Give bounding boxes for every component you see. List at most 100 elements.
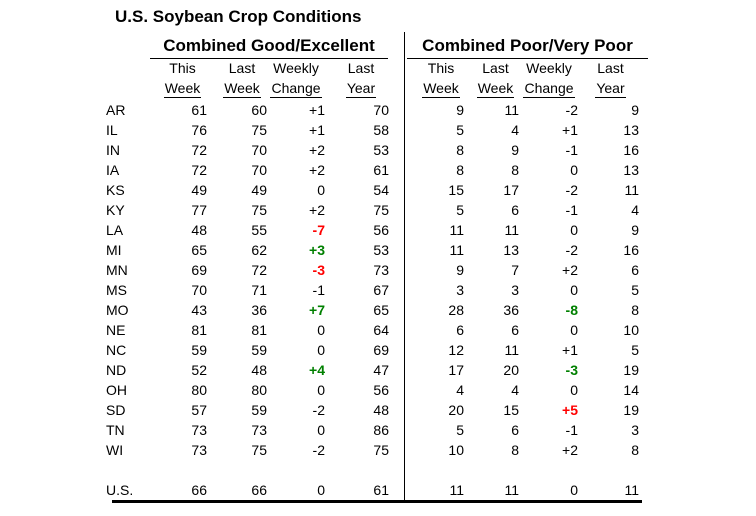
cell-poor-very-poor-weekly-change: +5 bbox=[562, 402, 578, 418]
cell-poor-very-poor-weekly-change: +2 bbox=[562, 442, 578, 458]
cell-good-excellent-last-year: 56 bbox=[373, 222, 389, 238]
cell-state-label: U.S. bbox=[106, 482, 134, 498]
cell-good-excellent-last-week: 71 bbox=[251, 282, 267, 298]
cell-good-excellent-weekly-change: +2 bbox=[309, 142, 325, 158]
col-header-pv-week2: Week bbox=[472, 79, 519, 98]
cell-poor-very-poor-this-week: 11 bbox=[449, 222, 464, 238]
cell-poor-very-poor-last-year: 13 bbox=[623, 122, 639, 138]
col-header-ge-week2-label: Week bbox=[223, 80, 261, 98]
cell-poor-very-poor-this-week: 3 bbox=[456, 282, 464, 298]
cell-poor-very-poor-last-year: 14 bbox=[623, 382, 639, 398]
cell-poor-very-poor-weekly-change: -1 bbox=[565, 142, 578, 158]
col-header-pv-change-label: Change bbox=[523, 80, 575, 98]
cell-poor-very-poor-this-week: 9 bbox=[456, 262, 464, 278]
cell-poor-very-poor-weekly-change: 0 bbox=[570, 222, 578, 238]
cell-good-excellent-weekly-change: +2 bbox=[309, 202, 325, 218]
cell-poor-very-poor-weekly-change: -1 bbox=[565, 422, 578, 438]
cell-good-excellent-last-week: 66 bbox=[251, 482, 267, 498]
cell-state-label: IN bbox=[106, 142, 120, 158]
cell-poor-very-poor-last-year: 3 bbox=[631, 422, 639, 438]
col-header-pv-weekly: Weekly bbox=[526, 60, 572, 76]
cell-good-excellent-last-year: 56 bbox=[373, 382, 389, 398]
cell-poor-very-poor-last-week: 11 bbox=[504, 222, 519, 238]
col-header-pv-week2-label: Week bbox=[476, 80, 515, 98]
cell-poor-very-poor-last-week: 11 bbox=[504, 102, 519, 118]
cell-poor-very-poor-this-week: 15 bbox=[448, 182, 464, 198]
cell-good-excellent-weekly-change: +3 bbox=[309, 242, 325, 258]
col-header-pv-week-label: Week bbox=[422, 80, 460, 98]
col-header-ge-week-label: Week bbox=[163, 80, 202, 98]
section-rule-poor-very-poor bbox=[407, 58, 648, 59]
cell-poor-very-poor-this-week: 8 bbox=[456, 162, 464, 178]
cell-good-excellent-last-year: 61 bbox=[373, 162, 389, 178]
col-header-pv-change: Change bbox=[520, 79, 578, 98]
cell-poor-very-poor-last-year: 16 bbox=[623, 142, 639, 158]
cell-good-excellent-last-week: 81 bbox=[251, 322, 267, 338]
cell-good-excellent-this-week: 76 bbox=[191, 122, 207, 138]
cell-poor-very-poor-this-week: 28 bbox=[448, 302, 464, 318]
cell-good-excellent-weekly-change: -2 bbox=[312, 402, 325, 418]
cell-poor-very-poor-last-week: 7 bbox=[511, 262, 519, 278]
cell-good-excellent-weekly-change: 0 bbox=[317, 382, 325, 398]
cell-good-excellent-last-week: 49 bbox=[251, 182, 267, 198]
col-header-pv-this: This bbox=[427, 60, 455, 76]
cell-poor-very-poor-weekly-change: -2 bbox=[565, 242, 578, 258]
cell-good-excellent-weekly-change: 0 bbox=[317, 342, 325, 358]
cell-poor-very-poor-last-year: 6 bbox=[631, 262, 639, 278]
cell-poor-very-poor-weekly-change: 0 bbox=[570, 162, 578, 178]
col-header-pv-last2: Last bbox=[597, 60, 624, 76]
col-header-pv-year-label: Year bbox=[595, 80, 626, 98]
cell-poor-very-poor-last-year: 11 bbox=[624, 182, 639, 198]
page-title: U.S. Soybean Crop Conditions bbox=[115, 7, 362, 26]
section-header-good-excellent: Combined Good/Excellent bbox=[163, 36, 375, 55]
cell-good-excellent-last-week: 80 bbox=[251, 382, 267, 398]
section-rule-good-excellent bbox=[150, 58, 388, 59]
col-header-ge-year-label: Year bbox=[345, 80, 377, 98]
cell-state-label: IA bbox=[106, 162, 120, 178]
cell-good-excellent-this-week: 77 bbox=[191, 202, 207, 218]
cell-state-label: NE bbox=[106, 322, 126, 338]
cell-poor-very-poor-weekly-change: 0 bbox=[570, 482, 578, 498]
cell-state-label: SD bbox=[106, 402, 126, 418]
cell-poor-very-poor-last-week: 6 bbox=[511, 322, 519, 338]
cell-good-excellent-weekly-change: -1 bbox=[312, 282, 325, 298]
cell-state-label: IL bbox=[106, 122, 118, 138]
cell-poor-very-poor-this-week: 10 bbox=[448, 442, 464, 458]
col-header-ge-weekly: Weekly bbox=[273, 60, 319, 76]
cell-poor-very-poor-last-year: 4 bbox=[631, 202, 639, 218]
col-header-ge-this: This bbox=[169, 60, 196, 76]
cell-good-excellent-last-week: 75 bbox=[251, 122, 267, 138]
cell-poor-very-poor-weekly-change: -2 bbox=[565, 182, 578, 198]
cell-poor-very-poor-weekly-change: -2 bbox=[565, 102, 578, 118]
cell-good-excellent-weekly-change: +1 bbox=[309, 102, 325, 118]
cell-good-excellent-this-week: 52 bbox=[191, 362, 207, 378]
cell-good-excellent-this-week: 69 bbox=[191, 262, 207, 278]
cell-good-excellent-weekly-change: 0 bbox=[317, 422, 325, 438]
cell-poor-very-poor-weekly-change: +1 bbox=[562, 122, 578, 138]
col-header-ge-last: Last bbox=[228, 60, 256, 76]
cell-poor-very-poor-this-week: 17 bbox=[448, 362, 464, 378]
col-header-ge-change-label: Change bbox=[270, 80, 322, 98]
cell-poor-very-poor-last-year: 9 bbox=[631, 102, 639, 118]
cell-poor-very-poor-last-year: 19 bbox=[623, 362, 639, 378]
cell-poor-very-poor-last-year: 5 bbox=[631, 342, 639, 358]
cell-good-excellent-last-year: 75 bbox=[373, 442, 389, 458]
cell-good-excellent-this-week: 49 bbox=[191, 182, 207, 198]
cell-poor-very-poor-weekly-change: 0 bbox=[570, 282, 578, 298]
cell-state-label: MS bbox=[106, 282, 127, 298]
cell-poor-very-poor-this-week: 8 bbox=[456, 142, 464, 158]
cell-good-excellent-this-week: 43 bbox=[191, 302, 207, 318]
cell-good-excellent-last-year: 75 bbox=[373, 202, 389, 218]
cell-good-excellent-last-year: 65 bbox=[373, 302, 389, 318]
cell-poor-very-poor-this-week: 5 bbox=[456, 422, 464, 438]
cell-poor-very-poor-weekly-change: +1 bbox=[562, 342, 578, 358]
cell-good-excellent-last-week: 55 bbox=[251, 222, 267, 238]
col-header-pv-last: Last bbox=[482, 60, 509, 76]
cell-poor-very-poor-weekly-change: 0 bbox=[570, 382, 578, 398]
cell-good-excellent-last-year: 70 bbox=[373, 102, 389, 118]
cell-good-excellent-weekly-change: +7 bbox=[309, 302, 325, 318]
cell-state-label: MI bbox=[106, 242, 122, 258]
cell-poor-very-poor-last-year: 8 bbox=[631, 302, 639, 318]
cell-poor-very-poor-this-week: 11 bbox=[449, 242, 464, 258]
